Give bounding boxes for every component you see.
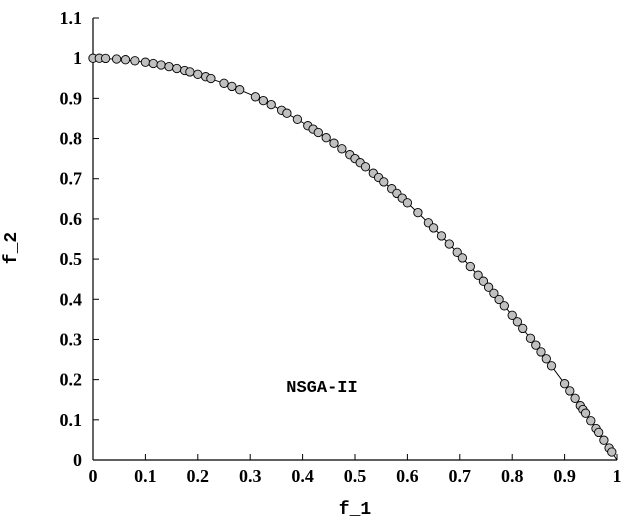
- data-point: [258, 95, 268, 106]
- data-point: [148, 58, 158, 69]
- x-tick-label: 0.9: [553, 466, 576, 486]
- x-tick-label: 0.7: [449, 466, 472, 486]
- x-tick-label: 0: [89, 466, 98, 486]
- y-tick-label: 0.2: [60, 370, 83, 390]
- y-tick-label: 1.1: [60, 8, 83, 28]
- data-point: [266, 99, 276, 110]
- x-tick-label: 0.3: [239, 466, 262, 486]
- data-points: [88, 53, 617, 457]
- data-point: [531, 340, 541, 350]
- x-tick-label: 0.6: [396, 466, 419, 486]
- x-tick-label: 0.5: [344, 466, 367, 486]
- y-tick-label: 0.9: [60, 88, 83, 108]
- data-point: [512, 317, 523, 327]
- x-tick-label: 0.4: [291, 466, 314, 486]
- data-point: [379, 177, 389, 187]
- data-point: [360, 162, 371, 172]
- y-tick-label: 0.3: [60, 329, 83, 349]
- y-tick-label: 0: [73, 450, 82, 470]
- data-point: [559, 379, 570, 389]
- data-point: [457, 253, 468, 263]
- data-point: [140, 57, 151, 67]
- pareto-front-curve: [92, 57, 618, 461]
- x-axis-label: f_1: [339, 500, 372, 519]
- data-point: [164, 61, 174, 72]
- data-point: [489, 288, 499, 298]
- y-tick-label: 1: [73, 48, 82, 68]
- data-point: [185, 67, 195, 77]
- tick-marks: [92, 17, 618, 461]
- data-point: [586, 416, 596, 426]
- data-point: [250, 92, 261, 102]
- data-point: [111, 54, 122, 64]
- data-point: [120, 55, 131, 65]
- data-point: [172, 63, 182, 74]
- x-tick-label: 0.8: [501, 466, 524, 486]
- data-point: [156, 60, 166, 70]
- data-point: [499, 301, 509, 311]
- data-point: [321, 133, 331, 143]
- data-point: [452, 247, 462, 257]
- y-tick-label: 0.6: [60, 209, 83, 229]
- x-tick-label: 1: [613, 466, 622, 486]
- data-point: [546, 361, 557, 371]
- data-point: [337, 144, 347, 154]
- data-point: [541, 354, 551, 364]
- data-point: [235, 85, 245, 95]
- data-point: [100, 53, 111, 64]
- data-point: [428, 223, 439, 233]
- data-point: [525, 333, 536, 343]
- data-point: [478, 276, 489, 286]
- x-tick-labels: 0 0.1 0.2 0.3 0.4 0.5 0.6 0.7 0.8 0.9 1: [89, 466, 622, 486]
- data-point: [206, 73, 216, 84]
- data-point: [282, 108, 292, 118]
- data-point: [570, 393, 580, 403]
- y-tick-label: 0.4: [60, 289, 83, 309]
- data-point: [599, 435, 609, 445]
- data-point: [292, 114, 303, 124]
- data-point: [473, 270, 483, 280]
- data-point: [565, 386, 575, 396]
- x-tick-label: 0.1: [134, 466, 157, 486]
- data-point: [402, 198, 413, 208]
- data-point: [483, 282, 494, 292]
- y-axis-label: f_2: [2, 232, 22, 264]
- y-tick-label: 0.7: [60, 169, 83, 189]
- y-tick-labels: 0 0.1 0.2 0.3 0.4 0.5 0.6 0.7 0.8 0.9 1 1.1: [60, 8, 83, 470]
- data-point: [507, 310, 517, 320]
- data-point: [594, 427, 604, 438]
- data-point: [130, 56, 140, 66]
- data-point: [580, 408, 591, 418]
- data-point: [465, 261, 475, 272]
- data-point: [494, 294, 504, 305]
- data-point: [329, 138, 339, 148]
- data-point: [193, 69, 203, 79]
- y-tick-label: 0.5: [60, 249, 83, 269]
- data-point: [536, 347, 546, 357]
- data-point: [444, 239, 454, 249]
- data-point: [219, 78, 229, 88]
- x-tick-label: 0.2: [187, 466, 210, 486]
- algorithm-annotation: NSGA-II: [286, 379, 357, 398]
- data-point: [413, 207, 423, 218]
- data-point: [518, 323, 528, 334]
- y-tick-label: 0.8: [60, 129, 83, 149]
- data-point: [313, 127, 323, 138]
- data-point: [607, 447, 617, 457]
- data-point: [436, 231, 447, 241]
- y-tick-label: 0.1: [60, 410, 83, 430]
- data-point: [227, 81, 237, 92]
